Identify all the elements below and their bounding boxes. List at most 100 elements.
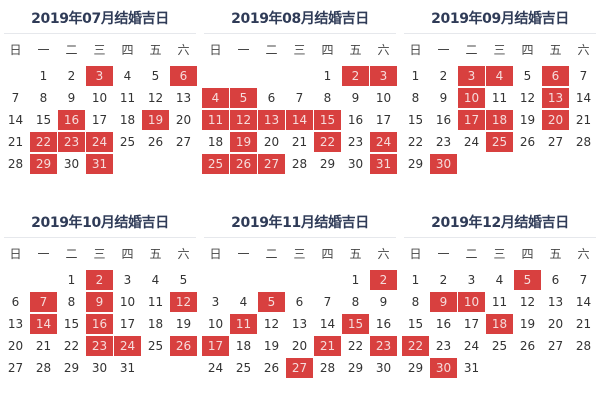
weekday-label: 三 <box>293 247 306 261</box>
auspicious-day-cell: 24 <box>114 336 141 356</box>
auspicious-day-cell: 9 <box>86 292 113 312</box>
day-cell: 21 <box>7 135 24 149</box>
day-cell: 25 <box>491 339 508 353</box>
day-cell: 19 <box>519 317 536 331</box>
weekday-label: 五 <box>549 43 562 57</box>
day-cell: 20 <box>291 339 308 353</box>
day-cell: 24 <box>207 361 224 375</box>
auspicious-day-cell: 19 <box>230 132 257 152</box>
day-cell: 25 <box>235 361 252 375</box>
day-cell: 15 <box>63 317 80 331</box>
day-cell: 23 <box>435 135 452 149</box>
day-cell: 10 <box>91 91 108 105</box>
day-cell: 7 <box>295 91 304 105</box>
divider <box>204 33 396 34</box>
day-cell: 11 <box>147 295 164 309</box>
auspicious-day-cell: 27 <box>286 358 313 378</box>
auspicious-day-cell: 25 <box>486 132 513 152</box>
weekday-label: 三 <box>493 43 506 57</box>
day-cell: 16 <box>435 317 452 331</box>
auspicious-day-cell: 2 <box>370 270 397 290</box>
day-cell: 18 <box>147 317 164 331</box>
auspicious-day-cell: 11 <box>230 314 257 334</box>
auspicious-day-cell: 6 <box>170 66 197 86</box>
day-cell: 17 <box>375 113 392 127</box>
weekday-label: 二 <box>265 43 278 57</box>
day-cell: 29 <box>319 157 336 171</box>
weekday-label: 三 <box>493 247 506 261</box>
auspicious-day-cell: 5 <box>258 292 285 312</box>
day-cell: 22 <box>407 135 424 149</box>
day-cell: 8 <box>67 295 76 309</box>
day-cell: 13 <box>175 91 192 105</box>
day-cell: 7 <box>323 295 332 309</box>
day-cell: 19 <box>175 317 192 331</box>
day-cell: 2 <box>67 69 76 83</box>
day-cell: 28 <box>291 157 308 171</box>
day-cell: 1 <box>351 273 360 287</box>
weekday-label: 四 <box>321 43 334 57</box>
auspicious-day-cell: 22 <box>402 336 429 356</box>
day-cell: 29 <box>407 157 424 171</box>
weekday-label: 一 <box>37 247 50 261</box>
auspicious-day-cell: 17 <box>202 336 229 356</box>
weekday-header: 日一二三四五六 <box>402 245 598 265</box>
day-cell: 16 <box>435 113 452 127</box>
day-cell: 3 <box>467 273 476 287</box>
day-cell: 8 <box>323 91 332 105</box>
calendar-title: 2019年09月结婚吉日 <box>431 11 569 27</box>
calendar-title: 2019年10月结婚吉日 <box>31 215 169 231</box>
day-cell: 18 <box>207 135 224 149</box>
weekday-label: 五 <box>149 247 162 261</box>
auspicious-day-cell: 30 <box>430 358 457 378</box>
month-calendar: 2019年11月结婚吉日日一二三四五六 1 2 3 4 5 6 7 8 9 10 11 12 13 14 15… <box>202 212 398 402</box>
weekday-label: 五 <box>549 247 562 261</box>
auspicious-day-cell: 13 <box>542 88 569 108</box>
divider <box>204 237 396 238</box>
weekday-label: 日 <box>9 247 22 261</box>
weekday-label: 日 <box>209 247 222 261</box>
day-cell: 28 <box>319 361 336 375</box>
auspicious-day-cell: 11 <box>202 110 229 130</box>
day-cell: 12 <box>519 295 536 309</box>
weekday-header: 日一二三四五六 <box>402 41 598 61</box>
weekday-label: 一 <box>237 43 250 57</box>
day-cell: 4 <box>123 69 132 83</box>
weekday-label: 一 <box>37 43 50 57</box>
weekday-label: 四 <box>121 247 134 261</box>
day-cell: 6 <box>551 273 560 287</box>
weekday-label: 五 <box>349 43 362 57</box>
day-cell: 10 <box>119 295 136 309</box>
weekday-label: 六 <box>577 247 590 261</box>
day-cell: 8 <box>351 295 360 309</box>
day-cell: 19 <box>263 339 280 353</box>
day-cell: 24 <box>463 135 480 149</box>
day-grid: 1 2 3 4 5 6 7 8 9 10 11 12 13 14 15 16 17 18 19 20 21 22 23 24 2… <box>2 270 198 380</box>
divider <box>4 237 196 238</box>
weekday-label: 二 <box>65 43 78 57</box>
weekday-label: 二 <box>465 43 478 57</box>
auspicious-day-cell: 23 <box>370 336 397 356</box>
day-cell: 12 <box>147 91 164 105</box>
month-calendar: 2019年09月结婚吉日日一二三四五六 1 2 3 4 5 6 7 8 9 10 11 12 13 14 15… <box>402 8 598 198</box>
auspicious-day-cell: 14 <box>30 314 57 334</box>
day-cell: 1 <box>411 69 420 83</box>
auspicious-day-cell: 5 <box>230 88 257 108</box>
divider <box>404 33 596 34</box>
day-cell: 3 <box>211 295 220 309</box>
day-cell: 22 <box>347 339 364 353</box>
day-cell: 6 <box>267 91 276 105</box>
day-cell: 9 <box>379 295 388 309</box>
day-cell: 28 <box>7 157 24 171</box>
auspicious-day-cell: 18 <box>486 110 513 130</box>
weekday-label: 一 <box>437 43 450 57</box>
day-grid: 1 2 3 4 5 6 7 8 9 10 11 12 13 14 15 16 17 18 19 20 21 22 23 24 2… <box>202 66 398 176</box>
weekday-label: 六 <box>177 43 190 57</box>
auspicious-day-cell: 31 <box>370 154 397 174</box>
auspicious-day-cell: 29 <box>30 154 57 174</box>
day-cell: 23 <box>347 135 364 149</box>
weekday-label: 二 <box>465 247 478 261</box>
weekday-label: 二 <box>65 247 78 261</box>
day-cell: 31 <box>463 361 480 375</box>
day-cell: 21 <box>575 317 592 331</box>
